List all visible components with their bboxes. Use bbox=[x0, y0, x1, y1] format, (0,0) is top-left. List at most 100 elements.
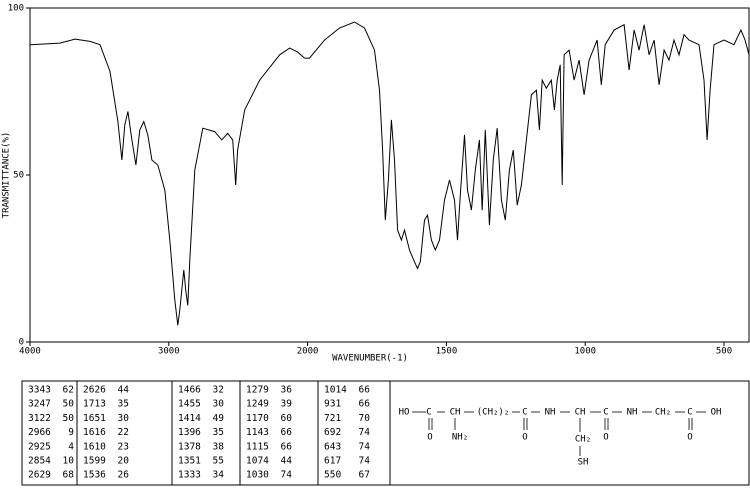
peak-transmittance: 62 bbox=[63, 385, 74, 396]
plot-frame bbox=[29, 7, 750, 343]
peak-transmittance: 35 bbox=[118, 399, 129, 410]
structure-atom: C bbox=[603, 408, 608, 418]
peak-transmittance: 66 bbox=[281, 427, 293, 438]
structure-atom: (CH₂)₂ bbox=[477, 408, 510, 418]
peak-transmittance: 55 bbox=[213, 456, 224, 467]
peak-transmittance: 23 bbox=[118, 441, 129, 452]
x-tick-label: 4000 bbox=[19, 347, 41, 357]
x-tick-label: 1500 bbox=[436, 347, 458, 357]
peak-wavenumber: 2854 bbox=[28, 456, 51, 467]
peak-transmittance: 4 bbox=[68, 441, 74, 452]
peak-transmittance: 38 bbox=[213, 441, 225, 452]
peak-wavenumber: 1536 bbox=[83, 470, 106, 481]
peak-transmittance: 74 bbox=[359, 456, 371, 467]
peak-wavenumber: 1378 bbox=[178, 441, 201, 452]
peak-transmittance: 74 bbox=[359, 441, 371, 452]
y-tick-label: 50 bbox=[13, 171, 24, 181]
x-tick-label: 3000 bbox=[158, 347, 180, 357]
peak-transmittance: 74 bbox=[359, 427, 371, 438]
peak-wavenumber: 2925 bbox=[28, 441, 51, 452]
peak-wavenumber: 1616 bbox=[83, 427, 106, 438]
x-tick-label: 1000 bbox=[574, 347, 596, 357]
peak-wavenumber: 692 bbox=[324, 427, 341, 438]
table-border bbox=[21, 380, 750, 486]
peak-wavenumber: 3247 bbox=[28, 399, 51, 410]
structure: HO C CH (CH₂)₂ C NH CH C NH CH₂ C OH O NH₂ O CH₂ O O SH bbox=[399, 408, 722, 468]
peak-table: 3343 62 3247 50 3122 50 2966 9 2925 4 2854 10 2629 68… bbox=[21, 380, 750, 486]
peak-transmittance: 66 bbox=[359, 399, 371, 410]
x-tick-label: 2000 bbox=[297, 347, 319, 357]
peak-wavenumber: 1014 bbox=[324, 385, 347, 396]
peak-transmittance: 9 bbox=[68, 427, 74, 438]
peak-transmittance: 68 bbox=[63, 470, 75, 481]
peak-wavenumber: 1030 bbox=[246, 470, 269, 481]
structure-atom: C bbox=[687, 408, 692, 418]
peak-wavenumber: 550 bbox=[324, 470, 341, 481]
peak-wavenumber: 2626 bbox=[83, 385, 106, 396]
structure-atom: NH bbox=[545, 408, 556, 418]
structure-atom: C bbox=[426, 408, 431, 418]
peak-wavenumber: 1455 bbox=[178, 399, 201, 410]
x-axis-label: WAVENUMBER(-1) bbox=[332, 354, 408, 364]
y-tick-label: 100 bbox=[8, 4, 24, 14]
peak-transmittance: 49 bbox=[213, 413, 225, 424]
structure-atom: CH bbox=[575, 408, 586, 418]
peak-transmittance: 50 bbox=[63, 399, 75, 410]
peak-transmittance: 22 bbox=[118, 427, 129, 438]
peak-transmittance: 32 bbox=[213, 385, 224, 396]
structure-atom: O bbox=[603, 433, 608, 443]
peak-transmittance: 74 bbox=[281, 470, 293, 481]
peak-wavenumber: 1279 bbox=[246, 385, 269, 396]
peak-transmittance: 70 bbox=[359, 413, 371, 424]
peak-transmittance: 30 bbox=[213, 399, 225, 410]
structure-atom: HO bbox=[399, 408, 410, 418]
peak-transmittance: 67 bbox=[359, 470, 370, 481]
y-tick-label: 0 bbox=[19, 338, 24, 348]
peak-wavenumber: 1414 bbox=[178, 413, 201, 424]
peak-transmittance: 39 bbox=[281, 399, 293, 410]
structure-atom: CH₂ bbox=[655, 408, 671, 418]
peak-transmittance: 66 bbox=[281, 441, 293, 452]
peak-wavenumber: 2629 bbox=[28, 470, 51, 481]
structure-atom: O bbox=[687, 433, 692, 443]
peak-wavenumber: 1610 bbox=[83, 441, 106, 452]
peak-transmittance: 66 bbox=[359, 385, 371, 396]
structure-atom: C bbox=[522, 408, 527, 418]
peak-wavenumber: 3122 bbox=[28, 413, 51, 424]
structure-atom: NH bbox=[627, 408, 638, 418]
peak-wavenumber: 1170 bbox=[246, 413, 269, 424]
peak-wavenumber: 721 bbox=[324, 413, 341, 424]
peak-wavenumber: 1115 bbox=[246, 441, 269, 452]
structure-atom: O bbox=[427, 433, 432, 443]
peak-transmittance: 35 bbox=[213, 427, 224, 438]
peak-wavenumber: 1143 bbox=[246, 427, 269, 438]
peak-wavenumber: 1713 bbox=[83, 399, 106, 410]
structure-atom: CH bbox=[450, 408, 461, 418]
peak-wavenumber: 1249 bbox=[246, 399, 269, 410]
peak-transmittance: 34 bbox=[213, 470, 225, 481]
structure-atom: OH bbox=[711, 408, 722, 418]
peak-wavenumber: 931 bbox=[324, 399, 341, 410]
structure-atom: O bbox=[522, 433, 527, 443]
y-axis-label: TRANSMITTANCE(%) bbox=[2, 132, 12, 219]
peak-wavenumber: 1396 bbox=[178, 427, 201, 438]
spectrum-line bbox=[29, 21, 750, 326]
peak-wavenumber: 643 bbox=[324, 441, 341, 452]
peak-wavenumber: 1466 bbox=[178, 385, 201, 396]
peak-wavenumber: 617 bbox=[324, 456, 341, 467]
x-tick-label: 500 bbox=[716, 347, 732, 357]
peak-transmittance: 44 bbox=[281, 456, 293, 467]
peak-wavenumber: 1333 bbox=[178, 470, 201, 481]
peak-wavenumber: 1351 bbox=[178, 456, 201, 467]
peak-transmittance: 60 bbox=[281, 413, 293, 424]
peak-wavenumber: 2966 bbox=[28, 427, 51, 438]
peak-transmittance: 30 bbox=[118, 413, 130, 424]
structure-atom: SH bbox=[578, 458, 589, 468]
peak-wavenumber: 1599 bbox=[83, 456, 106, 467]
peak-transmittance: 26 bbox=[118, 470, 130, 481]
peak-transmittance: 50 bbox=[63, 413, 75, 424]
peak-wavenumber: 1651 bbox=[83, 413, 106, 424]
peak-transmittance: 36 bbox=[281, 385, 293, 396]
